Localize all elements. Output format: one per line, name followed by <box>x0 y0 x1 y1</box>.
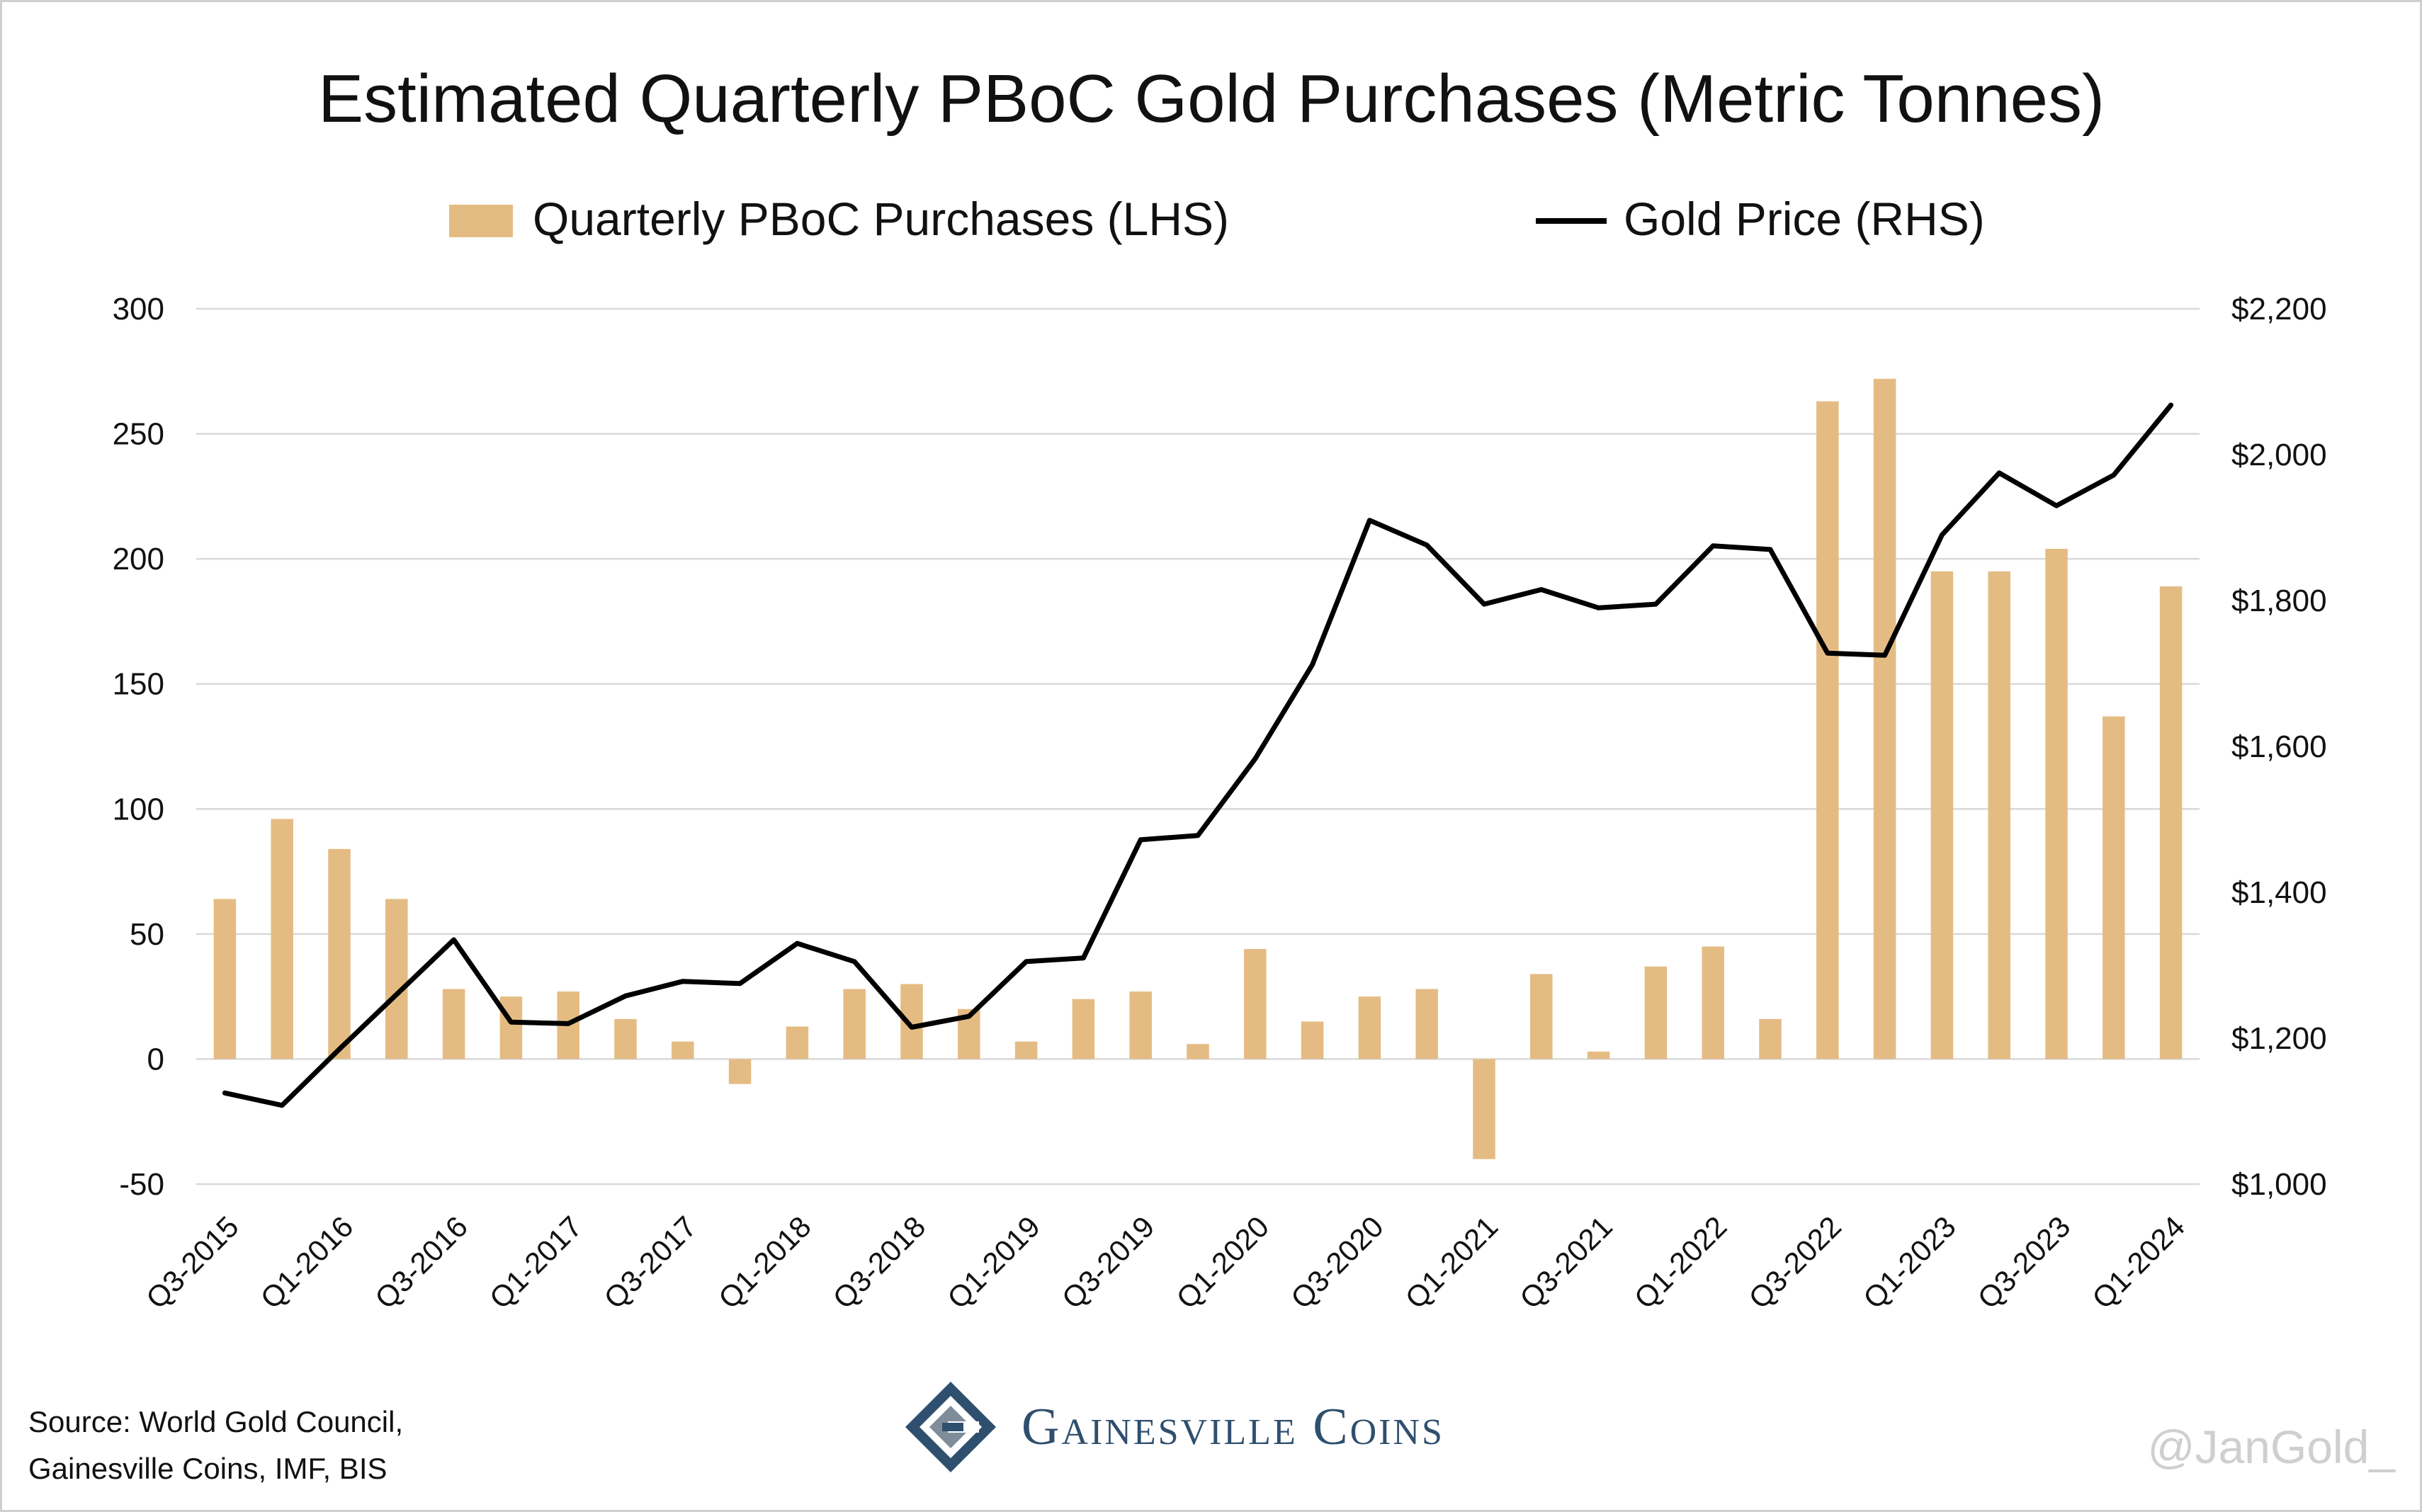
bar <box>1644 966 1668 1059</box>
x-tick-label: Q3-2018 <box>827 1210 932 1315</box>
y-left-tick-label: 250 <box>113 417 164 452</box>
x-tick-label: Q3-2021 <box>1513 1210 1619 1315</box>
x-tick-label: Q3-2020 <box>1284 1210 1390 1315</box>
watermark: @JanGold_ <box>2147 1421 2395 1473</box>
x-tick-label: Q1-2019 <box>941 1210 1046 1315</box>
x-tick-label: Q3-2022 <box>1742 1210 1847 1315</box>
bar <box>385 899 408 1059</box>
bar <box>2159 586 2183 1059</box>
x-tick-label: Q1-2017 <box>483 1210 589 1315</box>
x-tick-label: Q3-2015 <box>140 1210 245 1315</box>
x-tick-label: Q1-2022 <box>1628 1210 1733 1315</box>
bar <box>328 848 351 1059</box>
bar <box>1587 1051 1610 1059</box>
brand-mark-icon <box>905 1382 996 1472</box>
bar <box>1930 571 1954 1059</box>
y-left-tick-label: 150 <box>113 667 164 702</box>
bar <box>1473 1059 1495 1159</box>
bar <box>1816 401 1839 1059</box>
bar <box>271 819 293 1059</box>
x-tick-label: Q1-2024 <box>2086 1210 2191 1315</box>
source-note: Source: World Gold Council, Gainesville … <box>28 1399 403 1492</box>
legend-bar-label: Quarterly PBoC Purchases (LHS) <box>533 193 1229 245</box>
bar <box>614 1018 637 1059</box>
source-line-2: Gainesville Coins, IMF, BIS <box>28 1452 387 1485</box>
x-tick-label: Q1-2021 <box>1399 1210 1505 1315</box>
x-tick-label: Q1-2023 <box>1857 1210 1962 1315</box>
bar <box>1072 999 1095 1059</box>
bar <box>1759 1018 1782 1059</box>
y-left-tick-label: 50 <box>130 917 164 952</box>
y-left-tick-label: 100 <box>113 792 164 826</box>
gridlines <box>196 307 2200 1186</box>
y-right-tick-label: $1,200 <box>2231 1021 2327 1056</box>
x-tick-label: Q1-2018 <box>712 1210 817 1315</box>
x-axis: Q3-2015 Q1-2016 Q3-2016 Q1-2017 Q3-2017 Q1-20… <box>140 1210 2191 1315</box>
bar-series <box>213 378 2183 1159</box>
bar <box>1702 946 1724 1059</box>
bar <box>1014 1041 1038 1059</box>
x-tick-label: Q3-2016 <box>368 1210 474 1315</box>
y-right-tick-label: $2,200 <box>2231 292 2327 326</box>
bar <box>672 1041 694 1059</box>
y-left-tick-label: -50 <box>119 1167 164 1202</box>
x-tick-label: Q1-2016 <box>254 1210 360 1315</box>
x-tick-label: Q3-2019 <box>1056 1210 1161 1315</box>
y-left-tick-label: 0 <box>147 1042 164 1076</box>
y-right-tick-label: $2,000 <box>2231 438 2327 472</box>
bar <box>786 1026 809 1059</box>
source-line-1: Source: World Gold Council, <box>28 1405 404 1438</box>
bar <box>213 899 237 1059</box>
y-left-tick-label: 200 <box>113 542 164 576</box>
y-right-tick-label: $1,800 <box>2231 584 2327 618</box>
bar <box>1244 949 1267 1059</box>
y-left-tick-label: 300 <box>113 292 164 326</box>
bar <box>1873 378 1896 1059</box>
y-right-tick-label: $1,400 <box>2231 875 2327 910</box>
bar <box>2045 549 2068 1059</box>
bar <box>1301 1021 1324 1059</box>
line-series <box>222 402 2174 1108</box>
y-axis-left: 300 250 200 150 100 50 0 -50 <box>113 292 164 1202</box>
bar <box>1988 571 2010 1059</box>
legend-line-label: Gold Price (RHS) <box>1624 193 1985 245</box>
x-tick-label: Q3-2017 <box>597 1210 703 1315</box>
bar <box>1530 974 1553 1059</box>
bar <box>843 989 866 1059</box>
bar <box>728 1059 752 1084</box>
gold-price-line <box>222 402 2174 1108</box>
chart-title: Estimated Quarterly PBoC Gold Purchases … <box>318 61 2105 137</box>
legend-bar-swatch <box>449 205 513 237</box>
x-tick-label: Q3-2023 <box>1971 1210 2077 1315</box>
bar <box>1187 1044 1209 1059</box>
bar <box>499 996 523 1059</box>
x-tick-label: Q1-2020 <box>1170 1210 1275 1315</box>
brand-name: Gainesville Coins <box>1022 1397 1444 1456</box>
bar <box>1358 996 1381 1059</box>
y-right-tick-label: $1,000 <box>2231 1167 2327 1202</box>
bar <box>1129 991 1152 1059</box>
bar <box>442 989 465 1059</box>
legend: Quarterly PBoC Purchases (LHS) Gold Pric… <box>449 193 1985 245</box>
brand-logo: Gainesville Coins <box>901 1377 1444 1477</box>
y-axis-right: $2,200 $2,000 $1,800 $1,600 $1,400 $1,200 $1,0… <box>2231 292 2327 1202</box>
y-right-tick-label: $1,600 <box>2231 729 2327 764</box>
bar <box>2103 716 2125 1059</box>
bar <box>1415 989 1438 1059</box>
